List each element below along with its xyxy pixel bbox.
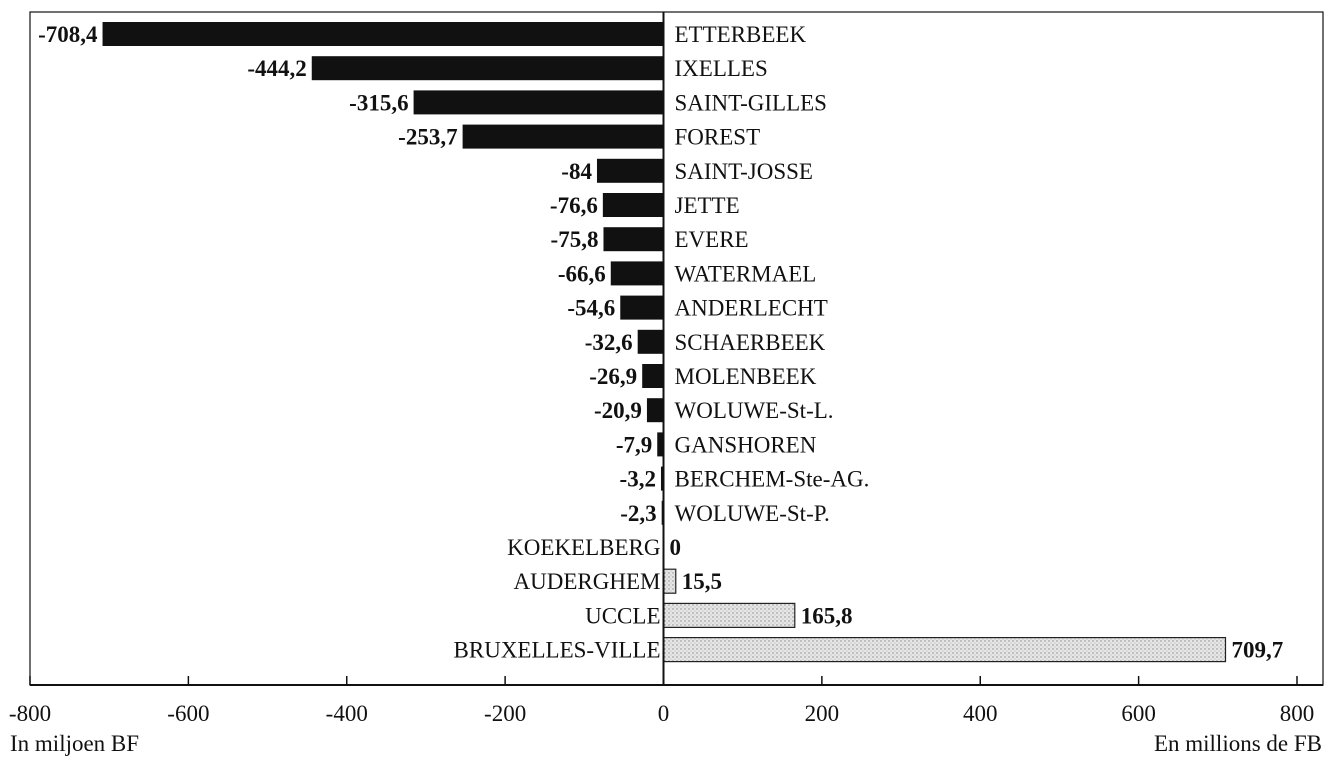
value-label: 165,8 [801, 603, 853, 628]
value-label: -32,6 [585, 330, 633, 355]
bar [660, 466, 664, 491]
x-tick-label: -800 [9, 701, 51, 726]
bar [311, 56, 664, 81]
bar [646, 398, 664, 423]
category-label: BRUXELLES-VILLE [454, 638, 661, 663]
bar [102, 22, 664, 46]
value-label: -66,6 [558, 261, 606, 286]
value-label: -315,6 [349, 90, 408, 115]
x-tick-label: 200 [805, 701, 840, 726]
bar [602, 193, 664, 217]
category-label: WOLUWE-St-L. [675, 398, 834, 423]
value-label: -20,9 [594, 398, 642, 423]
bar [642, 364, 664, 388]
category-label: FOREST [675, 125, 761, 150]
category-label: EVERE [675, 227, 749, 252]
category-label: WATERMAEL [675, 261, 817, 286]
x-unit-label-right: En millions de FB [1153, 731, 1322, 756]
category-label: IXELLES [675, 56, 768, 81]
x-tick-label: 800 [1280, 701, 1315, 726]
bar [610, 261, 664, 286]
bar [462, 124, 664, 149]
category-label: MOLENBEEK [675, 364, 817, 389]
value-label: -253,7 [398, 125, 457, 150]
value-label: -2,3 [620, 501, 656, 526]
bar [662, 636, 1227, 663]
category-label: JETTE [675, 193, 740, 218]
value-label: -26,9 [589, 364, 637, 389]
category-label: SAINT-JOSSE [675, 159, 813, 184]
bar [603, 227, 664, 252]
bar [637, 329, 664, 354]
bar [413, 90, 664, 115]
value-label: -76,6 [550, 193, 598, 218]
value-label: -84 [561, 159, 592, 184]
bar [662, 568, 677, 594]
x-unit-label-left: In miljoen BF [10, 731, 140, 756]
category-label: AUDERGHEM [514, 569, 661, 594]
category-label: KOEKELBERG [507, 535, 660, 560]
value-label: -708,4 [38, 22, 98, 47]
bar [596, 158, 664, 183]
x-tick-label: -200 [484, 701, 526, 726]
x-tick-label: -600 [167, 701, 209, 726]
value-label: 0 [670, 535, 682, 560]
bar [620, 295, 664, 320]
category-label: ANDERLECHT [675, 296, 828, 321]
x-tick-label: 400 [963, 701, 998, 726]
category-label: SAINT-GILLES [675, 90, 827, 115]
category-label: UCCLE [585, 603, 660, 628]
category-label: GANSHOREN [675, 432, 817, 457]
x-tick-label: 0 [658, 701, 670, 726]
x-tick-label: 600 [1121, 701, 1156, 726]
value-label: -7,9 [616, 432, 652, 457]
value-label: -3,2 [620, 467, 656, 492]
value-label: -54,6 [567, 296, 615, 321]
x-tick-label: -400 [326, 701, 368, 726]
value-label: 15,5 [682, 569, 722, 594]
value-label: -75,8 [551, 227, 599, 252]
category-label: ETTERBEEK [675, 22, 807, 47]
value-label: -444,2 [247, 56, 306, 81]
category-label: SCHAERBEEK [675, 330, 826, 355]
category-label: BERCHEM-Ste-AG. [675, 467, 870, 492]
bar [657, 432, 664, 457]
value-label: 709,7 [1231, 638, 1283, 663]
category-label: WOLUWE-St-P. [675, 501, 830, 526]
bar [662, 602, 796, 629]
